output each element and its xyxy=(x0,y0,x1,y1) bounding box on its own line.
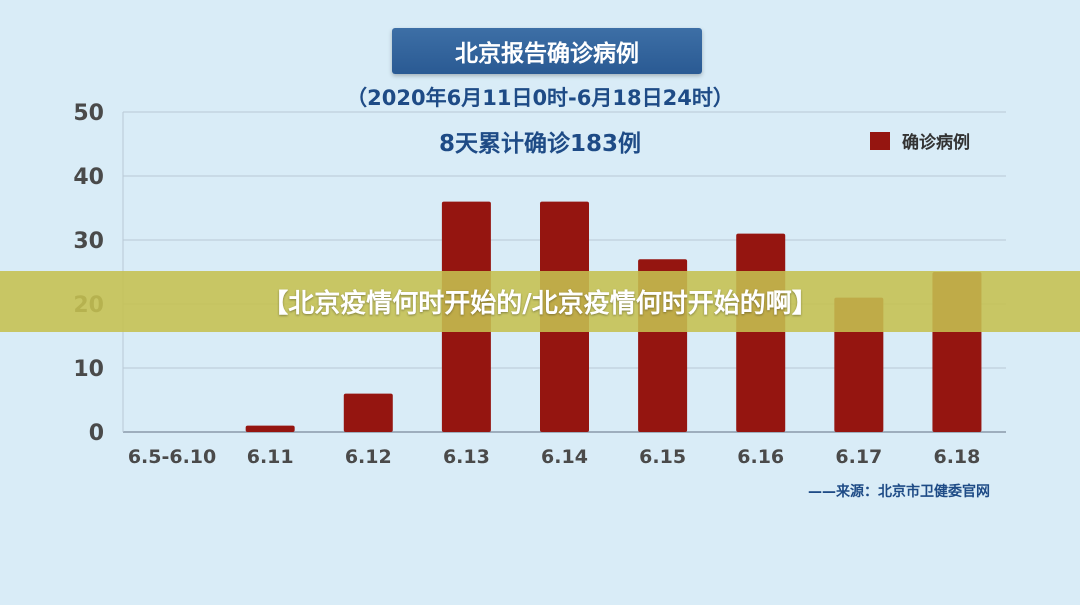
bar-6.16 xyxy=(736,233,786,432)
x-tick-label: 6.11 xyxy=(247,446,294,468)
chart-summary: 8天累计确诊183例 xyxy=(438,131,641,157)
legend-label: 确诊病例 xyxy=(902,133,970,153)
x-tick-label: 6.16 xyxy=(737,446,784,468)
bar-6.12 xyxy=(343,393,393,432)
y-tick-label: 50 xyxy=(73,101,104,126)
x-tick-label: 6.13 xyxy=(443,446,490,468)
bar-6.11 xyxy=(245,425,295,432)
legend-swatch xyxy=(870,131,890,150)
y-tick-label: 40 xyxy=(73,165,104,190)
y-tick-label: 30 xyxy=(73,229,104,254)
x-tick-label: 6.15 xyxy=(639,446,686,468)
overlay-banner: 【北京疫情何时开始的/北京疫情何时开始的啊】 xyxy=(0,271,1080,332)
x-tick-label: 6.17 xyxy=(835,446,882,468)
source-note: ——来源：北京市卫健委官网 xyxy=(808,484,990,500)
x-tick-label: 6.14 xyxy=(541,446,588,468)
y-tick-label: 10 xyxy=(73,357,104,382)
x-tick-label: 6.18 xyxy=(933,446,980,468)
chart-subtitle: （2020年6月11日0时-6月18日24时） xyxy=(346,86,734,110)
legend: 确诊病例 xyxy=(870,128,970,153)
y-tick-label: 0 xyxy=(89,421,104,446)
x-tick-label: 6.5-6.10 xyxy=(128,446,216,468)
x-tick-label: 6.12 xyxy=(345,446,392,468)
chart-title: 北京报告确诊病例 xyxy=(392,28,702,74)
